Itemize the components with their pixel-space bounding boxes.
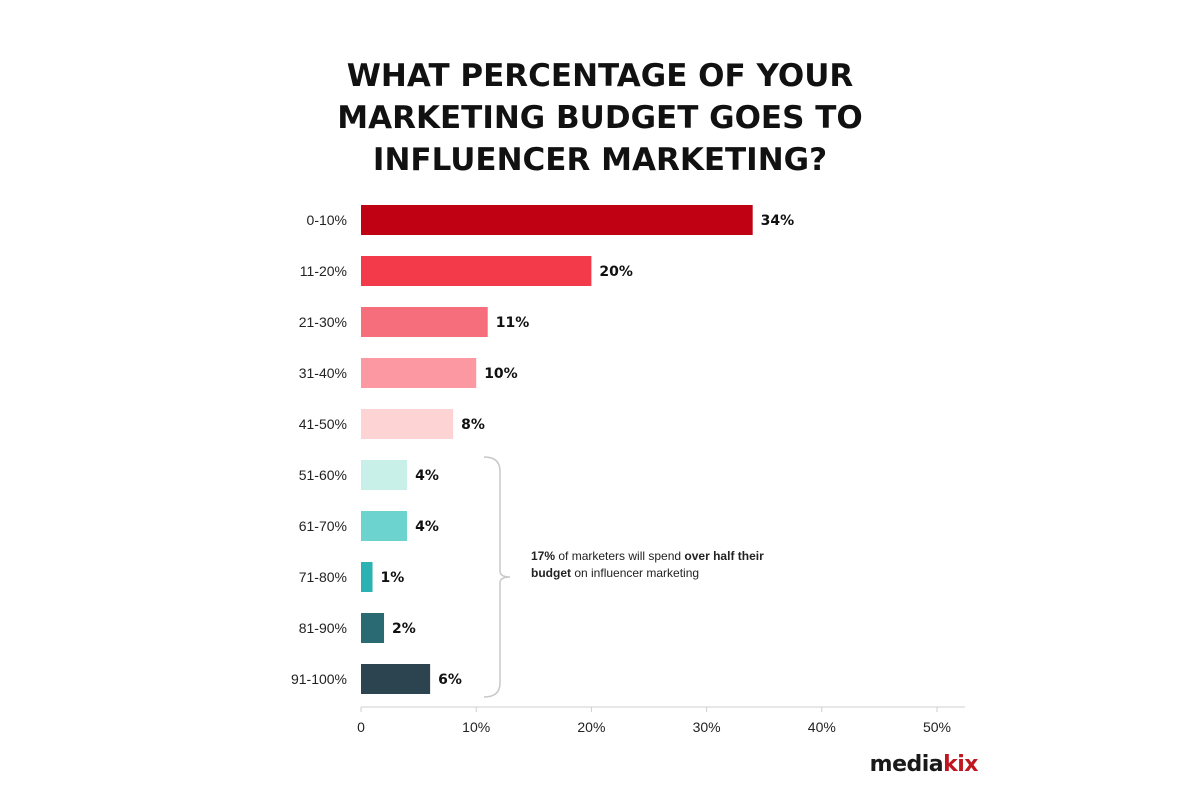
bar bbox=[361, 358, 477, 388]
bar bbox=[361, 664, 431, 694]
category-label: 81-90% bbox=[299, 620, 347, 636]
x-tick-label: 0 bbox=[357, 719, 365, 735]
bar bbox=[361, 460, 408, 490]
value-label: 1% bbox=[381, 570, 405, 586]
category-label: 41-50% bbox=[299, 416, 347, 432]
logo-part-media: media bbox=[869, 752, 944, 777]
category-label: 31-40% bbox=[299, 365, 347, 381]
value-label: 11% bbox=[496, 315, 530, 331]
annotation-bold-percent: 17% bbox=[531, 549, 556, 563]
value-label: 4% bbox=[415, 519, 439, 535]
annotation-text-1: of marketers will spend bbox=[555, 549, 685, 563]
category-label: 91-100% bbox=[291, 671, 347, 687]
chart-annotation: 17% of marketers will spend over half th… bbox=[531, 548, 771, 582]
chart-title-line-1: WHAT PERCENTAGE OF YOUR bbox=[346, 58, 854, 94]
logo-part-kix: kix bbox=[943, 752, 978, 777]
chart-title-line-3: INFLUENCER MARKETING? bbox=[372, 142, 828, 178]
x-tick-label: 30% bbox=[693, 719, 721, 735]
value-label: 10% bbox=[484, 366, 518, 382]
x-tick-label: 20% bbox=[577, 719, 605, 735]
category-label: 11-20% bbox=[300, 263, 347, 279]
category-label: 51-60% bbox=[299, 467, 347, 483]
category-label: 21-30% bbox=[299, 314, 347, 330]
x-tick-label: 50% bbox=[923, 719, 951, 735]
bar bbox=[361, 256, 592, 286]
annotation-text-2: on influencer marketing bbox=[571, 566, 700, 580]
chart-title-line-2: MARKETING BUDGET GOES TO bbox=[337, 100, 863, 136]
category-label: 0-10% bbox=[307, 212, 347, 228]
value-label: 34% bbox=[761, 213, 795, 229]
bar bbox=[361, 409, 454, 439]
bar bbox=[361, 562, 373, 592]
mediakix-logo: mediakix bbox=[869, 752, 979, 777]
annotation-bold-phrase: over half their budget bbox=[531, 549, 764, 580]
value-label: 2% bbox=[392, 621, 416, 637]
value-label: 4% bbox=[415, 468, 439, 484]
category-label: 61-70% bbox=[299, 518, 347, 534]
category-label: 71-80% bbox=[299, 569, 347, 585]
bar bbox=[361, 511, 408, 541]
bar bbox=[361, 205, 753, 235]
bar bbox=[361, 307, 488, 337]
x-tick-label: 40% bbox=[808, 719, 836, 735]
value-label: 20% bbox=[599, 264, 633, 280]
group-bracket bbox=[483, 456, 511, 698]
value-label: 8% bbox=[461, 417, 485, 433]
value-label: 6% bbox=[438, 672, 462, 688]
x-tick-label: 10% bbox=[462, 719, 490, 735]
bar bbox=[361, 613, 385, 643]
chart-title: WHAT PERCENTAGE OF YOUR MARKETING BUDGET… bbox=[0, 55, 1200, 181]
